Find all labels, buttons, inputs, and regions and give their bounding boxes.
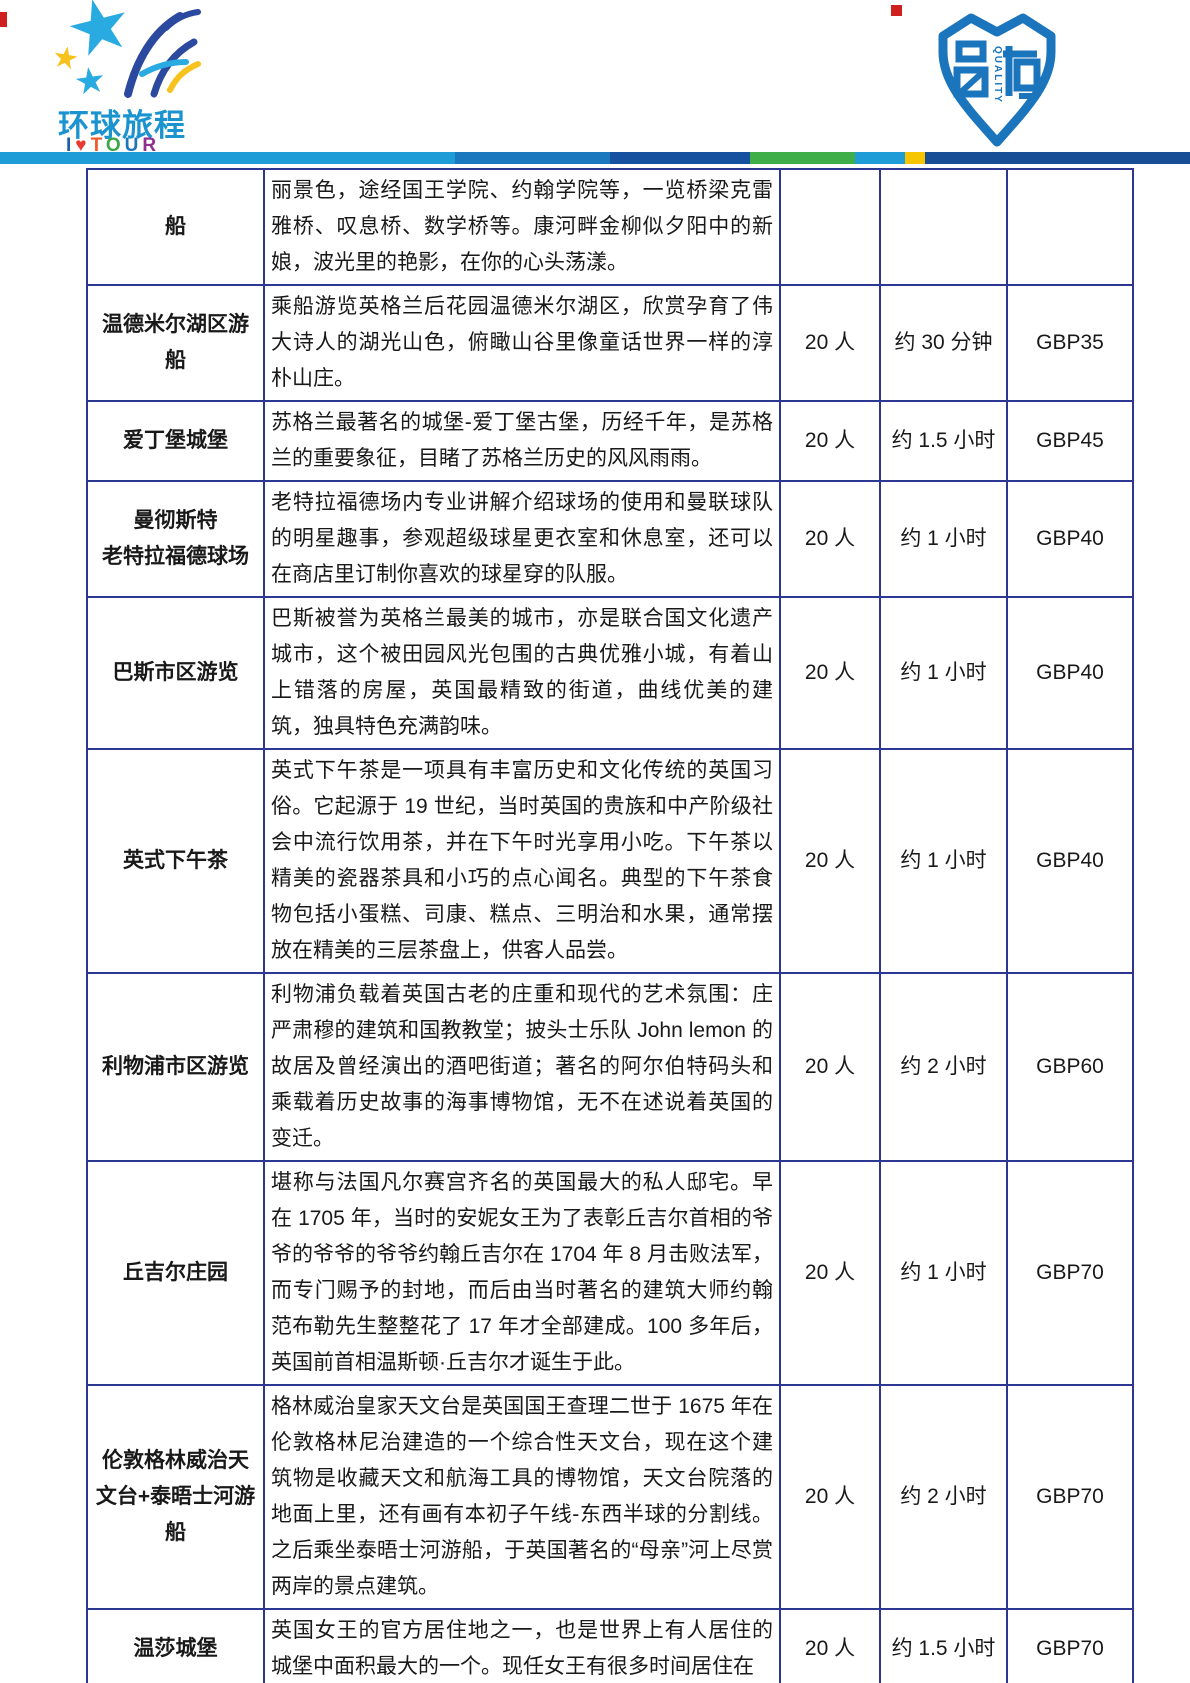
table-row: 爱丁堡城堡 苏格兰最著名的城堡-爱丁堡古堡，历经千年，是苏格兰的重要象征，目睹了… (86, 400, 1134, 482)
optional-tours-table: 船 丽景色，途经国王学院、约翰学院等，一览桥梁克雷雅桥、叹息桥、数学桥等。康河畔… (86, 168, 1134, 1683)
table-row: 利物浦市区游览 利物浦负载着英国古老的庄重和现代的艺术氛围：庄严肃穆的建筑和国教… (86, 972, 1134, 1162)
tour-desc: 老特拉福德场内专业讲解介绍球场的使用和曼联球队的明星趣事，参观超级球星更衣室和休… (263, 480, 781, 598)
tour-duration: 约 1 小时 (879, 1160, 1008, 1386)
tour-duration: 约 2 小时 (879, 972, 1008, 1162)
tour-desc: 英式下午茶是一项具有丰富历史和文化传统的英国习俗。它起源于 19 世纪，当时英国… (263, 748, 781, 974)
tour-desc: 丽景色，途经国王学院、约翰学院等，一览桥梁克雷雅桥、叹息桥、数学桥等。康河畔金柳… (263, 168, 781, 286)
itour-logo: ★ ★ ★ 环球旅程 I♥TOUR (49, 0, 202, 157)
tour-price: GBP40 (1006, 596, 1134, 750)
tagline-letter: R (142, 135, 161, 156)
tour-name: 丘吉尔庄园 (86, 1160, 265, 1386)
tour-price: GBP60 (1006, 972, 1134, 1162)
tour-desc: 巴斯被誉为英格兰最美的城市，亦是联合国文化遗产城市，这个被田园风光包围的古典优雅… (263, 596, 781, 750)
divider-segment (0, 152, 455, 164)
tour-name: 温莎城堡 (86, 1608, 265, 1683)
red-mark-left (0, 12, 7, 27)
tour-desc: 堪称与法国凡尔赛宫齐名的英国最大的私人邸宅。早在 1705 年，当时的安妮女王为… (263, 1160, 781, 1386)
divider-segment (855, 152, 905, 164)
tour-people: 20 人 (779, 480, 881, 598)
tour-name: 爱丁堡城堡 (86, 400, 265, 482)
tour-price (1006, 168, 1134, 286)
tour-price: GBP70 (1006, 1384, 1134, 1610)
tour-desc: 乘船游览英格兰后花园温德米尔湖区，欣赏孕育了伟大诗人的湖光山色，俯瞰山谷里像童话… (263, 284, 781, 402)
tour-desc: 英国女王的官方居住地之一，也是世界上有人居住的城堡中面积最大的一个。现任女王有很… (263, 1608, 781, 1683)
tour-desc: 利物浦负载着英国古老的庄重和现代的艺术氛围：庄严肃穆的建筑和国教教堂；披头士乐队… (263, 972, 781, 1162)
tour-name: 英式下午茶 (86, 748, 265, 974)
itour-tagline: I♥TOUR (66, 135, 160, 157)
quality-shield-icon: QUALITY (938, 13, 1056, 147)
table-row: 温德米尔湖区游船 乘船游览英格兰后花园温德米尔湖区，欣赏孕育了伟大诗人的湖光山色… (86, 284, 1134, 402)
tagline-letter: O (105, 135, 125, 156)
tour-duration: 约 1 小时 (879, 748, 1008, 974)
tour-price: GBP35 (1006, 284, 1134, 402)
tour-people (779, 168, 881, 286)
tour-duration: 约 1.5 小时 (879, 1608, 1008, 1683)
tour-duration: 约 30 分钟 (879, 284, 1008, 402)
divider-segment (455, 152, 610, 164)
table-row: 船 丽景色，途经国王学院、约翰学院等，一览桥梁克雷雅桥、叹息桥、数学桥等。康河畔… (86, 168, 1134, 286)
itour-cn-title: 环球旅程 (58, 108, 186, 143)
divider-bar (0, 152, 1190, 164)
tour-price: GBP40 (1006, 748, 1134, 974)
tour-people: 20 人 (779, 1384, 881, 1610)
brush-strokes-icon (124, 9, 201, 98)
tour-name: 利物浦市区游览 (86, 972, 265, 1162)
tour-duration: 约 1 小时 (879, 480, 1008, 598)
tour-people: 20 人 (779, 748, 881, 974)
tour-desc: 格林威治皇家天文台是英国国王查理二世于 1675 年在伦敦格林尼治建造的一个综合… (263, 1384, 781, 1610)
tour-people: 20 人 (779, 596, 881, 750)
tour-duration: 约 1.5 小时 (879, 400, 1008, 482)
tagline-letter: U (124, 135, 143, 156)
red-mark-right (891, 5, 902, 16)
tour-people: 20 人 (779, 284, 881, 402)
heart-icon: ♥ (75, 135, 91, 156)
tour-people: 20 人 (779, 400, 881, 482)
table-row: 英式下午茶 英式下午茶是一项具有丰富历史和文化传统的英国习俗。它起源于 19 世… (86, 748, 1134, 974)
tour-name: 船 (86, 168, 265, 286)
quality-logo: QUALITY (925, 2, 1070, 152)
divider-segment (750, 152, 855, 164)
tour-duration (879, 168, 1008, 286)
star-icon: ★ (71, 58, 109, 105)
tour-price: GBP45 (1006, 400, 1134, 482)
table-row: 巴斯市区游览 巴斯被誉为英格兰最美的城市，亦是联合国文化遗产城市，这个被田园风光… (86, 596, 1134, 750)
tour-duration: 约 1 小时 (879, 596, 1008, 750)
tagline-letter: I (66, 135, 76, 156)
table-row: 曼彻斯特 老特拉福德球场 老特拉福德场内专业讲解介绍球场的使用和曼联球队的明星趣… (86, 480, 1134, 598)
tour-people: 20 人 (779, 1608, 881, 1683)
tour-people: 20 人 (779, 972, 881, 1162)
quality-text: QUALITY (992, 46, 1003, 104)
tour-desc: 苏格兰最著名的城堡-爱丁堡古堡，历经千年，是苏格兰的重要象征，目睹了苏格兰历史的… (263, 400, 781, 482)
tour-name: 温德米尔湖区游船 (86, 284, 265, 402)
table-row: 温莎城堡 英国女王的官方居住地之一，也是世界上有人居住的城堡中面积最大的一个。现… (86, 1608, 1134, 1683)
tour-name: 巴斯市区游览 (86, 596, 265, 750)
divider-segment (905, 152, 925, 164)
divider-segment (925, 152, 1190, 164)
table-row: 丘吉尔庄园 堪称与法国凡尔赛宫齐名的英国最大的私人邸宅。早在 1705 年，当时… (86, 1160, 1134, 1386)
tagline-letter: T (90, 135, 106, 156)
table-row: 伦敦格林威治天文台+泰晤士河游船 格林威治皇家天文台是英国国王查理二世于 167… (86, 1384, 1134, 1610)
tour-price: GBP70 (1006, 1608, 1134, 1683)
tour-price: GBP70 (1006, 1160, 1134, 1386)
itour-stars-icon: ★ ★ ★ (49, 0, 202, 105)
tour-people: 20 人 (779, 1160, 881, 1386)
tour-duration: 约 2 小时 (879, 1384, 1008, 1610)
tour-name: 伦敦格林威治天文台+泰晤士河游船 (86, 1384, 265, 1610)
tour-name: 曼彻斯特 老特拉福德球场 (86, 480, 265, 598)
tour-price: GBP40 (1006, 480, 1134, 598)
divider-segment (610, 152, 750, 164)
